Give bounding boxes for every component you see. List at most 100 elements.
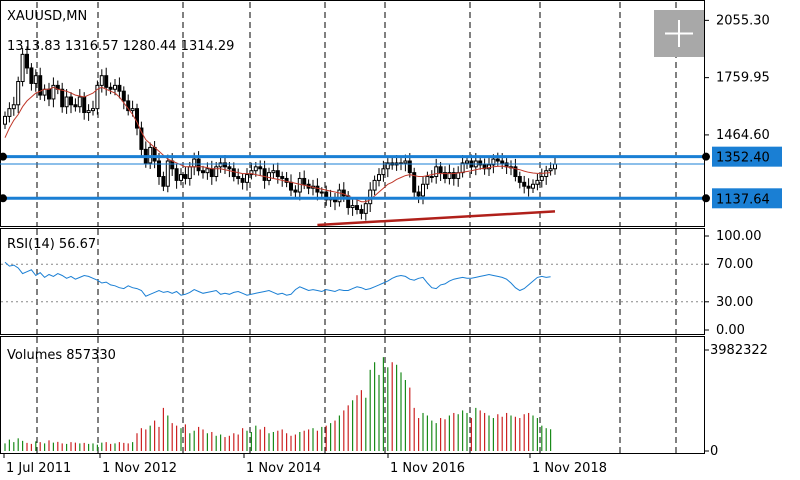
- candle-body: [443, 172, 447, 179]
- candle-body: [535, 179, 540, 185]
- candle-body: [482, 164, 487, 170]
- candle-body: [284, 177, 289, 183]
- candle-body: [20, 53, 25, 83]
- time-tick-label: 1 Nov 2018: [532, 461, 607, 476]
- price-tick-label: 1759.95: [716, 71, 770, 86]
- candle-body: [77, 96, 82, 108]
- candle-body: [297, 177, 302, 193]
- candle-body: [179, 174, 183, 181]
- candle-body: [425, 176, 430, 185]
- candle-body: [117, 84, 122, 92]
- rsi-title: RSI(14) 56.67: [7, 237, 96, 252]
- candle-body: [25, 53, 29, 69]
- candle-body: [183, 174, 188, 179]
- rsi-plot: [1, 261, 704, 303]
- candle-body: [174, 168, 179, 181]
- candle-body: [113, 84, 117, 90]
- price-tick-label: 1464.60: [716, 128, 770, 143]
- candle-body: [99, 75, 104, 86]
- candle-body: [161, 176, 166, 187]
- candle-body: [451, 172, 456, 179]
- candle-body: [412, 172, 417, 193]
- candle-body: [64, 96, 69, 108]
- volume-plot: [4, 357, 552, 451]
- price-label: 1137.64: [716, 192, 770, 207]
- time-tick-label: 1 Nov 2012: [102, 461, 177, 476]
- candle-body: [130, 108, 135, 112]
- candle-body: [240, 177, 245, 183]
- rsi-axis: 100.00 70.00 30.00 0.00: [704, 229, 762, 338]
- candle-body: [377, 174, 381, 181]
- long-moving-average-line: [317, 210, 556, 227]
- time-tick-label: 1 Nov 2016: [390, 461, 465, 476]
- line-handle-right: [702, 152, 710, 161]
- candle-body: [139, 127, 144, 150]
- candle-body: [315, 185, 320, 193]
- candle-body: [86, 110, 91, 114]
- candle-body: [16, 81, 21, 106]
- candle-body: [104, 75, 109, 88]
- candle-body: [478, 160, 483, 166]
- candle-body: [421, 183, 425, 197]
- candle-body: [434, 166, 439, 178]
- candle-body: [517, 176, 522, 183]
- price-label: 1352.40: [716, 151, 770, 166]
- candle-body: [341, 189, 346, 197]
- candle-body: [196, 158, 201, 172]
- time-tick-label: 1 Nov 2014: [246, 461, 321, 476]
- candle-body: [152, 146, 157, 162]
- candle-body: [60, 88, 65, 108]
- price-tick-label: 2055.30: [716, 13, 770, 28]
- price-plot[interactable]: [0, 46, 710, 227]
- candle-body: [337, 189, 342, 203]
- candle-body: [95, 84, 100, 110]
- candle-body: [372, 179, 377, 191]
- candle-body: [293, 189, 298, 193]
- price-label-box: [712, 146, 782, 167]
- chart-title: XAUUSD,MN: [7, 9, 87, 24]
- candle-body: [522, 181, 527, 187]
- candle-body: [7, 108, 12, 117]
- volume-panel-frame: [0, 336, 705, 454]
- candle-body: [187, 166, 192, 179]
- candle-body: [33, 75, 38, 84]
- vertical-grid: [36, 2, 677, 453]
- candle-body: [126, 100, 131, 112]
- candle-body: [69, 96, 73, 106]
- rsi-tick-label: 0.00: [716, 323, 745, 338]
- candle-body: [231, 168, 236, 178]
- volume-title: Volumes 857330: [7, 348, 116, 363]
- candle-body: [271, 170, 276, 174]
- price-label-box: [712, 188, 782, 209]
- moving-average-line: [4, 86, 551, 203]
- candle-body: [135, 108, 139, 129]
- price-labels: 1352.40 1137.64: [712, 146, 782, 209]
- time-tick-label: 1 Jul 2011: [6, 461, 71, 476]
- candle-body: [381, 168, 386, 176]
- candle-body: [157, 160, 161, 178]
- candle-body: [165, 160, 170, 187]
- volume-tick-label: 3982322: [710, 343, 768, 358]
- candle-body: [280, 176, 285, 179]
- candle-body: [218, 162, 223, 168]
- candle-body: [302, 177, 307, 185]
- crosshair-icon: [665, 20, 693, 47]
- rsi-tick-label: 70.00: [716, 257, 753, 272]
- candle-body: [3, 115, 7, 125]
- price-panel-frame: [0, 0, 705, 227]
- candle-body: [258, 166, 263, 170]
- rsi-tick-label: 30.00: [716, 295, 753, 310]
- candle-body: [403, 160, 408, 164]
- time-axis: 1 Jul 2011 1 Nov 2012 1 Nov 2014 1 Nov 2016…: [3, 453, 607, 476]
- crosshair-button[interactable]: [654, 10, 704, 57]
- candle-body: [447, 172, 452, 179]
- rsi-tick-label: 100.00: [716, 229, 762, 244]
- candle-body: [214, 166, 219, 178]
- candle-body: [526, 185, 531, 189]
- candle-body: [495, 158, 500, 162]
- volume-axis: 3982322 0: [704, 343, 768, 459]
- candle-body: [11, 104, 16, 110]
- candle-body: [491, 158, 496, 166]
- candle-body: [223, 162, 227, 168]
